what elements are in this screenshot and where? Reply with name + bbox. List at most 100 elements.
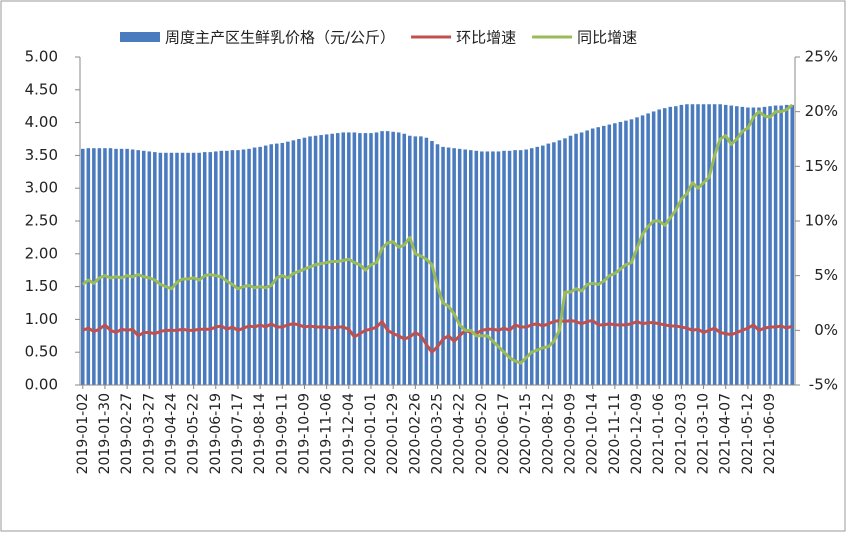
y-tick-label: 1.50 [25,277,58,295]
x-tick-label: 2020-02-26 [407,393,423,474]
x-tick-label: 2021-02-03 [673,393,689,474]
bar [358,133,362,385]
bar [225,150,229,385]
bar [274,143,279,385]
bar [97,148,102,385]
x-tick-label: 2019-11-06 [319,393,335,474]
x-tick-label: 2019-05-22 [186,393,202,474]
x-tick-label: 2019-06-19 [208,393,224,474]
bar [286,141,290,385]
bar [674,106,678,385]
legend-label: 同比增速 [577,29,637,47]
bar [363,133,368,385]
x-tick-label: 2019-07-17 [230,393,246,474]
bar [552,142,556,385]
x-tick-label: 2019-09-11 [274,393,290,474]
bar [618,121,623,385]
bar [252,147,257,385]
bar [613,123,617,386]
bar [341,132,346,385]
x-tick-label: 2021-04-07 [718,393,734,474]
y-tick-label: 3.00 [25,179,58,197]
bar [541,145,545,385]
bar [136,150,140,385]
legend: 周度主产区生鲜乳价格（元/公斤） 环比增速 同比增速 [120,29,637,47]
x-tick-label: 2019-08-14 [252,393,268,474]
y2-tick-label: 0% [814,321,838,339]
x-tick-label: 2019-03-27 [141,393,157,474]
x-tick-label: 2020-10-14 [585,393,601,474]
bar [263,145,268,385]
bar [219,150,224,385]
bar [762,106,767,385]
y-tick-label: 1.00 [25,310,58,328]
x-tick-label: 2020-05-20 [474,393,490,474]
y2-tick-label: 20% [805,102,838,120]
bar [130,149,135,385]
bar [784,104,789,385]
bar [463,149,467,385]
y2-tick-label: -5% [809,376,838,394]
bar [602,125,606,385]
bar [280,142,285,385]
legend-label: 周度主产区生鲜乳价格（元/公斤） [165,29,395,47]
bar [186,152,190,385]
bar [507,150,512,385]
bar [269,144,273,385]
bar [352,132,357,385]
x-tick-label: 2020-06-17 [496,393,512,474]
bar [535,146,540,385]
bar [557,140,562,385]
x-tick-label: 2019-02-27 [119,393,135,474]
y2-tick-label: 25% [805,48,838,66]
bar [590,128,595,385]
bar [125,148,129,385]
bar [230,150,235,385]
bar [396,132,401,385]
bar [80,148,85,385]
bar [729,105,734,385]
bar [297,139,301,385]
bar [657,109,661,385]
bar [108,148,113,385]
bar [707,104,711,386]
x-tick-label: 2020-09-09 [563,393,579,474]
bar [247,148,251,385]
x-tick-label: 2020-08-12 [540,393,556,474]
bar [164,152,168,385]
bar [319,135,323,385]
x-tick-label: 2019-01-02 [75,393,91,474]
bar [468,150,473,385]
y-tick-label: 4.50 [25,80,58,98]
bar [579,132,584,385]
y-tick-label: 5.00 [25,48,58,66]
bar [568,135,573,385]
bar [413,136,418,385]
bar [452,148,456,385]
bar [369,133,373,385]
bar [141,150,146,385]
bar [585,130,589,385]
bar [485,151,490,385]
bar [751,107,756,386]
x-tick-label: 2019-01-30 [97,393,113,474]
bar [153,152,157,385]
x-tick-label: 2019-10-09 [296,393,312,474]
bar [668,106,673,385]
bar [175,152,179,385]
x-tick-label: 2020-12-09 [629,393,645,474]
bar [291,140,296,385]
x-tick-label: 2020-03-25 [430,393,446,474]
y2-tick-label: 10% [805,212,838,230]
bar [624,120,628,385]
bar [180,152,185,385]
bar [103,148,107,385]
bar [169,152,174,385]
bar [147,151,152,385]
bar [419,136,423,385]
bar [308,136,312,385]
bar [524,149,528,385]
bar [596,127,601,385]
x-tick-label: 2021-01-06 [651,393,667,474]
bar [402,133,407,385]
